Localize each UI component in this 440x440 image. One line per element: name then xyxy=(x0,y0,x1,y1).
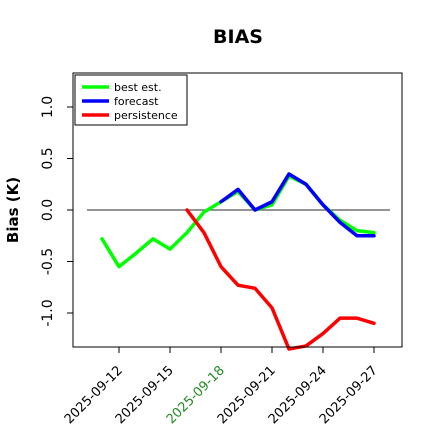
series-line-forecast xyxy=(219,172,376,238)
y-tick-label: -1.0 xyxy=(40,299,56,326)
plot-area: -1.0-0.50.00.51.02025-09-122025-09-15202… xyxy=(40,72,403,427)
legend-label: forecast xyxy=(114,95,159,108)
y-tick-label: 0.5 xyxy=(40,147,56,169)
y-tick-label: 1.0 xyxy=(40,96,56,118)
y-tick-label: -0.5 xyxy=(40,248,56,275)
chart-title: BIAS xyxy=(213,26,263,48)
legend-label: persistence xyxy=(114,109,178,122)
legend-label: best est. xyxy=(114,81,162,94)
series-line-persistence xyxy=(185,208,376,351)
y-axis-label: Bias (K) xyxy=(4,177,22,243)
y-tick-label: 0.0 xyxy=(40,199,56,221)
